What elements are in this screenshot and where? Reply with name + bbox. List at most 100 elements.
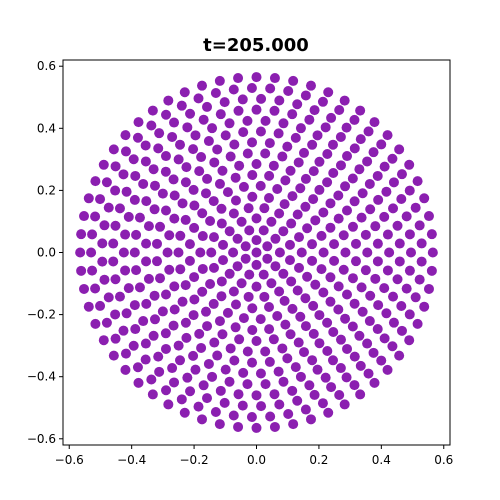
scatter-point (305, 414, 316, 425)
scatter-point (280, 175, 291, 186)
scatter-point (149, 314, 160, 325)
scatter-point (287, 303, 298, 314)
scatter-point (404, 335, 415, 346)
scatter-point (293, 157, 304, 168)
scatter-point (259, 291, 270, 302)
scatter-point (200, 188, 211, 199)
scatter-point (169, 304, 180, 315)
scatter-point (255, 314, 266, 325)
scatter-point (264, 324, 275, 335)
scatter-point (279, 295, 290, 306)
scatter-point (190, 130, 201, 141)
scatter-point (140, 354, 151, 365)
scatter-point (356, 282, 367, 293)
scatter-point (269, 389, 280, 400)
scatter-point (405, 247, 416, 258)
scatter-point (266, 278, 277, 289)
scatter-point (76, 265, 87, 276)
scatter-point (334, 390, 345, 401)
scatter-point (160, 166, 171, 177)
scatter-point (208, 262, 219, 273)
scatter-point (140, 338, 151, 349)
scatter-point (197, 263, 208, 274)
scatter-point (373, 300, 384, 311)
scatter-points (75, 72, 438, 433)
scatter-point (392, 274, 403, 285)
scatter-point (264, 170, 275, 181)
scatter-point (396, 301, 407, 312)
scatter-point (225, 151, 236, 162)
scatter-point (292, 209, 303, 220)
scatter-point (317, 96, 328, 107)
scatter-point (325, 222, 336, 233)
scatter-point (295, 123, 306, 134)
scatter-point (307, 355, 318, 366)
scatter-point (369, 377, 380, 388)
scatter-point (387, 153, 398, 164)
scatter-point (423, 211, 434, 222)
scatter-point (318, 287, 329, 298)
scatter-point (251, 422, 262, 433)
scatter-point (349, 380, 360, 391)
scatter-point (269, 421, 280, 432)
scatter-point (325, 296, 336, 307)
scatter-point (229, 355, 240, 366)
scatter-point (147, 389, 158, 400)
scatter-point (147, 105, 158, 116)
scatter-point (251, 104, 262, 115)
scatter-point (233, 389, 244, 400)
scatter-point (217, 165, 228, 176)
scatter-point (426, 265, 437, 276)
scatter-point (193, 93, 204, 104)
scatter-point (175, 230, 186, 241)
scatter-point (233, 421, 244, 432)
scatter-point (208, 196, 219, 207)
scatter-point (325, 272, 336, 283)
scatter-point (295, 183, 306, 194)
scatter-point (108, 144, 119, 155)
scatter-point (274, 286, 285, 297)
scatter-point (258, 269, 269, 280)
scatter-point (75, 247, 86, 258)
scatter-point (357, 306, 368, 317)
y-tick-label: −0.6 (27, 432, 56, 446)
scatter-point (238, 127, 249, 138)
scatter-point (376, 139, 387, 150)
scatter-point (153, 143, 164, 154)
scatter-point (230, 322, 241, 333)
scatter-point (300, 321, 311, 332)
scatter-point (307, 139, 318, 150)
scatter-point (259, 203, 270, 214)
scatter-point (95, 194, 106, 205)
scatter-point (269, 105, 280, 116)
scatter-point (349, 351, 360, 362)
scatter-point (167, 131, 178, 142)
scatter-point (260, 346, 271, 357)
scatter-point (364, 316, 375, 327)
scatter-point (216, 218, 227, 229)
scatter-point (256, 93, 267, 104)
scatter-point (217, 329, 228, 340)
scatter-point (382, 130, 393, 141)
scatter-point (264, 356, 275, 367)
scatter-point (202, 101, 213, 112)
scatter-point (218, 255, 229, 266)
y-axis: −0.6 −0.4 −0.2 0.0 0.2 0.4 0.6 (27, 59, 63, 446)
scatter-point (236, 278, 247, 289)
scatter-point (242, 148, 253, 159)
scatter-point (118, 169, 129, 180)
scatter-point (278, 226, 289, 237)
scatter-point (169, 281, 180, 292)
scatter-point (379, 333, 390, 344)
scatter-point (327, 139, 338, 150)
scatter-point (196, 152, 207, 163)
scatter-point (270, 261, 281, 272)
scatter-point (176, 100, 187, 111)
scatter-point (335, 363, 346, 374)
scatter-point (242, 115, 253, 126)
scatter-point (149, 290, 160, 301)
scatter-point (205, 216, 216, 227)
scatter-point (262, 253, 273, 264)
scatter-point (87, 265, 98, 276)
scatter-point (404, 265, 415, 276)
